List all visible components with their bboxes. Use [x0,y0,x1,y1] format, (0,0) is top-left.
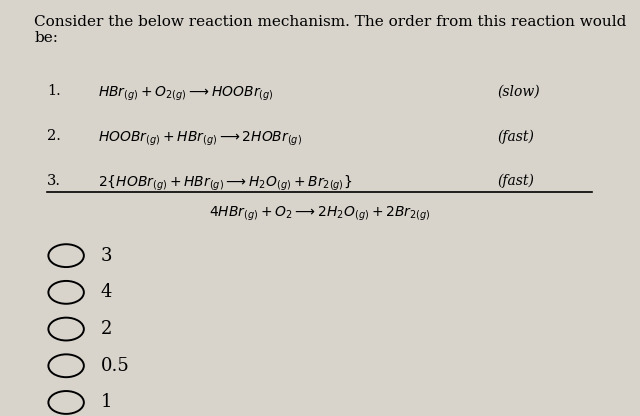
Text: (fast): (fast) [497,174,534,188]
Text: Consider the below reaction mechanism. The order from this reaction would be:: Consider the below reaction mechanism. T… [35,15,627,45]
Text: 1.: 1. [47,84,61,98]
Text: $HBr_{(g)}+O_{2(g)}\longrightarrow HOOBr_{(g)}$: $HBr_{(g)}+O_{2(g)}\longrightarrow HOOBr… [98,84,273,103]
Text: (fast): (fast) [497,129,534,144]
Text: $2\{HOBr_{(g)}+HBr_{(g)}\longrightarrow H_2O_{(g)}+Br_{2(g)}\}$: $2\{HOBr_{(g)}+HBr_{(g)}\longrightarrow … [98,174,352,193]
Text: (slow): (slow) [497,84,540,98]
Text: $HOOBr_{(g)}+HBr_{(g)}\longrightarrow 2HOBr_{(g)}$: $HOOBr_{(g)}+HBr_{(g)}\longrightarrow 2H… [98,129,302,148]
Text: 1: 1 [101,394,113,411]
Text: 2: 2 [101,320,113,338]
Text: 0.5: 0.5 [101,357,130,375]
Text: 3.: 3. [47,174,61,188]
Text: 4: 4 [101,283,113,301]
Text: 2.: 2. [47,129,61,143]
Text: $4HBr_{(g)}+O_2\longrightarrow 2H_2O_{(g)}+2Br_{2(g)}$: $4HBr_{(g)}+O_2\longrightarrow 2H_2O_{(g… [209,205,430,223]
Text: 3: 3 [101,247,113,265]
